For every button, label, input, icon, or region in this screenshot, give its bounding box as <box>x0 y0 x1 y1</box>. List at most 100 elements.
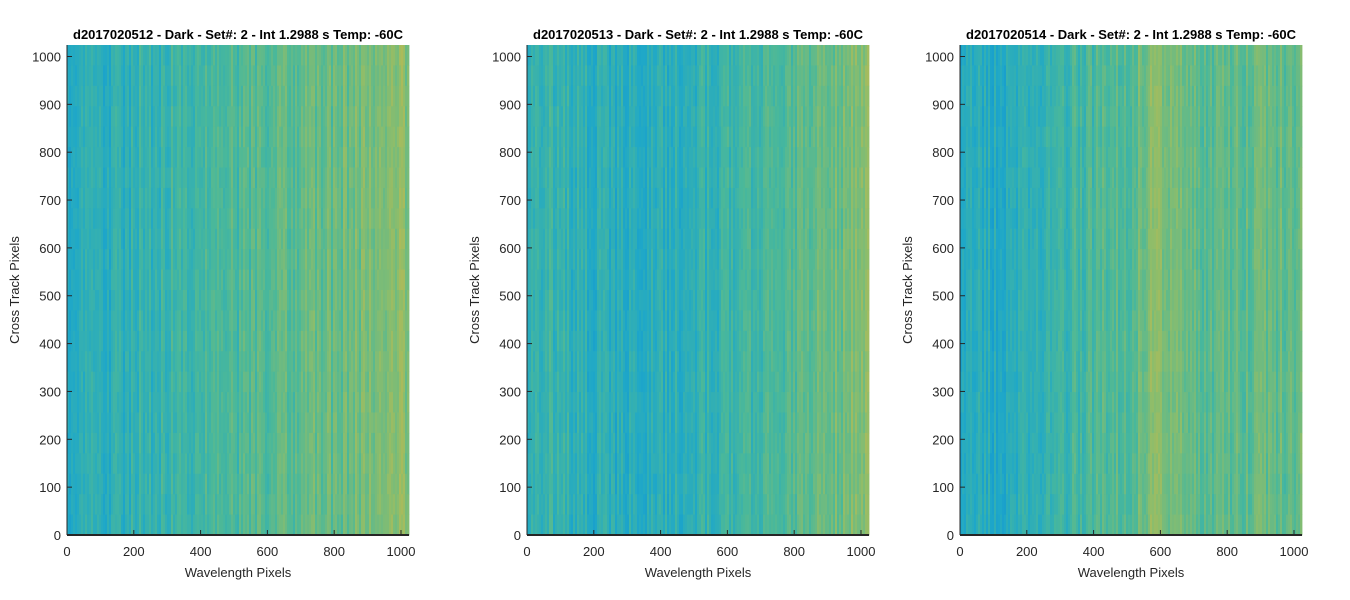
heatmap-cell <box>591 187 594 209</box>
heatmap-cell <box>397 330 400 352</box>
heatmap-cell <box>153 310 156 332</box>
heatmap-cell <box>397 310 400 332</box>
heatmap-cell <box>335 494 338 515</box>
heatmap-cell <box>399 126 402 148</box>
heatmap-cell <box>377 432 380 454</box>
heatmap-cell <box>373 473 376 495</box>
heatmap-cell <box>333 371 336 393</box>
heatmap-cell <box>105 45 108 66</box>
heatmap-cell <box>75 514 78 536</box>
heatmap-cell <box>77 473 80 495</box>
heatmap-cell <box>113 167 116 189</box>
heatmap-cell <box>545 351 548 373</box>
heatmap-cell <box>81 392 84 413</box>
heatmap-cell <box>377 208 380 230</box>
heatmap-cell <box>75 249 78 270</box>
heatmap-cell <box>377 392 380 413</box>
heatmap-cell <box>579 473 582 495</box>
heatmap-cell <box>359 228 362 250</box>
heatmap-cell <box>249 126 252 148</box>
heatmap-cell <box>349 453 352 475</box>
heatmap-cell <box>211 330 214 352</box>
heatmap-cell <box>81 494 84 515</box>
heatmap-cell <box>173 432 176 454</box>
heatmap-cell <box>151 65 154 87</box>
heatmap-cell <box>313 494 316 515</box>
heatmap-cell <box>191 249 194 270</box>
heatmap-cell <box>249 453 252 475</box>
heatmap-cell <box>127 167 130 189</box>
heatmap-cell <box>221 228 224 250</box>
heatmap-cell <box>319 412 322 434</box>
heatmap-cell <box>577 392 580 413</box>
heatmap-cell <box>531 269 534 291</box>
heatmap-cell <box>231 147 234 168</box>
heatmap-cell <box>249 330 252 352</box>
heatmap-cell <box>359 269 362 291</box>
heatmap-cell <box>385 249 388 270</box>
heatmap-cell <box>361 85 364 107</box>
heatmap-cell <box>405 290 408 311</box>
heatmap-cell <box>239 208 242 230</box>
heatmap-cell <box>243 65 246 87</box>
heatmap-cell <box>81 310 84 332</box>
heatmap-cell <box>153 45 156 66</box>
heatmap-cell <box>181 85 184 107</box>
heatmap-cell <box>175 371 178 393</box>
heatmap-cell <box>377 167 380 189</box>
heatmap-cell <box>317 269 320 291</box>
heatmap-cell <box>99 330 102 352</box>
heatmap-cell <box>113 494 116 515</box>
heatmap-cell <box>401 412 404 434</box>
heatmap-cell <box>171 147 174 168</box>
heatmap-cell <box>295 432 298 454</box>
heatmap-cell <box>563 494 566 515</box>
heatmap-cell <box>189 432 192 454</box>
heatmap-cell <box>345 249 348 270</box>
heatmap-cell <box>367 106 370 128</box>
heatmap-cell <box>327 310 330 332</box>
heatmap-cell <box>225 514 228 536</box>
heatmap-cell <box>319 514 322 536</box>
heatmap-cell <box>241 514 244 536</box>
heatmap-cell <box>303 228 306 250</box>
heatmap-cell <box>137 330 140 352</box>
heatmap-cell <box>577 310 580 332</box>
heatmap-cell <box>275 106 278 128</box>
heatmap-cell <box>101 412 104 434</box>
heatmap-cell <box>325 249 328 270</box>
heatmap-cell <box>259 310 262 332</box>
heatmap-cell <box>257 392 260 413</box>
heatmap-cell <box>329 392 332 413</box>
heatmap-cell <box>341 65 344 87</box>
heatmap-cell <box>147 167 150 189</box>
heatmap-cell <box>323 310 326 332</box>
heatmap-cell <box>283 330 286 352</box>
heatmap-cell <box>125 412 128 434</box>
y-tick-label: 0 <box>54 528 61 543</box>
heatmap-cell <box>217 330 220 352</box>
heatmap-cell <box>307 106 310 128</box>
heatmap-cell <box>191 187 194 209</box>
heatmap-cell <box>577 371 580 393</box>
heatmap-cell <box>403 290 406 311</box>
heatmap-cell <box>185 494 188 515</box>
heatmap-cell <box>281 269 284 291</box>
heatmap-cell <box>93 147 96 168</box>
heatmap-cell <box>109 147 112 168</box>
heatmap-cell <box>85 473 88 495</box>
heatmap-cell <box>199 351 202 373</box>
heatmap-cell <box>87 45 90 66</box>
heatmap-cell <box>371 45 374 66</box>
heatmap-cell <box>355 187 358 209</box>
heatmap-cell <box>533 310 536 332</box>
heatmap-cell <box>575 106 578 128</box>
heatmap-cell <box>279 371 282 393</box>
heatmap-cell <box>231 290 234 311</box>
heatmap-cell <box>395 249 398 270</box>
heatmap-cell <box>217 351 220 373</box>
heatmap-cell <box>137 85 140 107</box>
heatmap-cell <box>169 412 172 434</box>
heatmap-cell <box>563 187 566 209</box>
heatmap-cell <box>305 208 308 230</box>
